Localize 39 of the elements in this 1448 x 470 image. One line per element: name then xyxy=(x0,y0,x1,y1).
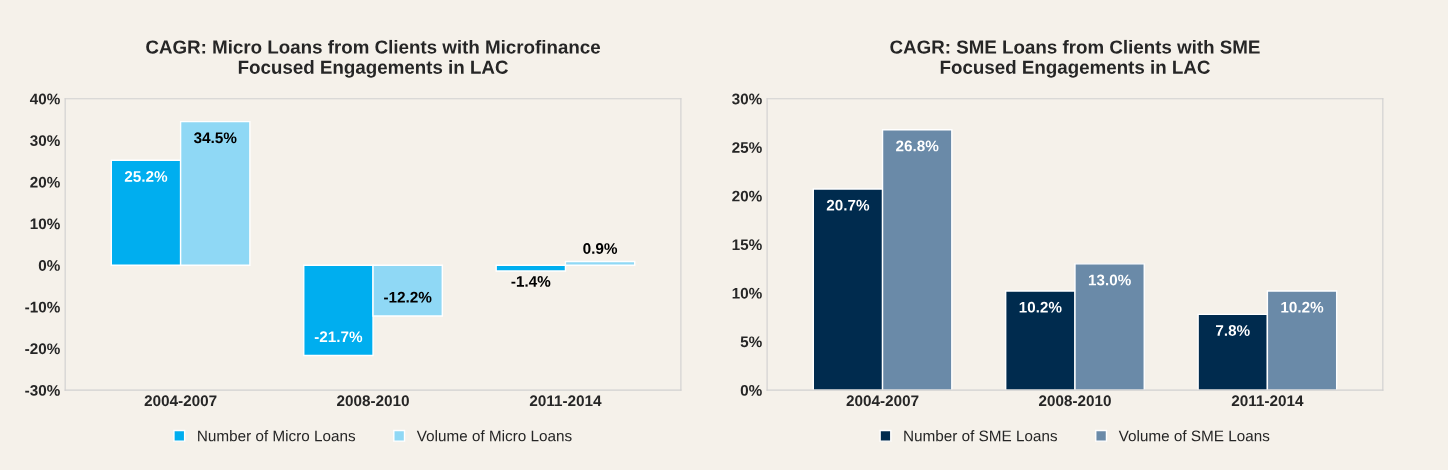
y-tick-label: 40% xyxy=(29,93,60,105)
legend-label: Number of SME Loans xyxy=(904,430,1058,442)
y-tick-label: 0% xyxy=(740,384,762,396)
data-label: 26.8% xyxy=(896,140,939,152)
x-tick-label: 2004-2007 xyxy=(846,395,919,407)
data-label: 10.2% xyxy=(1281,301,1324,313)
data-label: 7.8% xyxy=(1216,325,1250,336)
data-label: -1.4% xyxy=(511,276,551,287)
y-tick-label: 20% xyxy=(30,176,60,188)
data-label: 13.0% xyxy=(1088,274,1131,286)
y-tick-label: 30% xyxy=(732,93,762,105)
x-tick-label: 2011-2014 xyxy=(529,395,602,407)
x-tick-label: 2008-2010 xyxy=(1038,395,1111,407)
x-tick-label: 2011-2014 xyxy=(1231,395,1304,407)
y-tick-label: -10% xyxy=(25,301,60,313)
data-label: 34.5% xyxy=(193,132,237,144)
y-tick-label: -30% xyxy=(25,384,60,396)
data-label: 25.2% xyxy=(124,171,168,182)
chart-title: CAGR: SME Loans from Clients with SME Focused Engagements in LAC xyxy=(890,39,1260,78)
x-tick-label: 2008-2010 xyxy=(337,395,409,407)
data-label: 0.9% xyxy=(583,243,618,254)
y-tick-label: -20% xyxy=(25,343,60,355)
y-tick-label: 15% xyxy=(732,239,762,251)
y-tick-label: 25% xyxy=(732,142,762,153)
data-label: 20.7% xyxy=(826,199,870,211)
legend-label: Volume of SME Loans xyxy=(1118,430,1270,442)
y-tick-label: 30% xyxy=(30,135,60,147)
data-label: -12.2% xyxy=(384,291,432,303)
y-tick-label: 0% xyxy=(38,260,60,271)
chart-title: CAGR: Micro Loans from Clients with Microfinance Focused Engagements in LAC xyxy=(146,39,601,78)
data-label: 10.2% xyxy=(1019,301,1062,313)
data-label: -21.7% xyxy=(314,331,363,343)
y-tick-label: 10% xyxy=(732,287,762,299)
x-tick-label: 2004-2007 xyxy=(144,395,217,407)
y-tick-label: 5% xyxy=(740,336,762,348)
legend-label: Number of Micro Loans xyxy=(198,430,356,442)
legend-label: Volume of Micro Loans xyxy=(416,430,572,442)
y-tick-label: 10% xyxy=(30,218,60,230)
y-tick-label: 20% xyxy=(732,190,762,202)
